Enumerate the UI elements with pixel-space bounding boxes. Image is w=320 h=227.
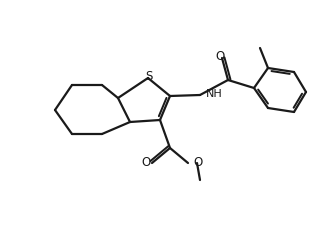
Text: NH: NH: [206, 89, 223, 99]
Text: O: O: [141, 155, 151, 168]
Text: O: O: [193, 155, 202, 168]
Text: S: S: [145, 71, 153, 84]
Text: O: O: [215, 50, 225, 64]
